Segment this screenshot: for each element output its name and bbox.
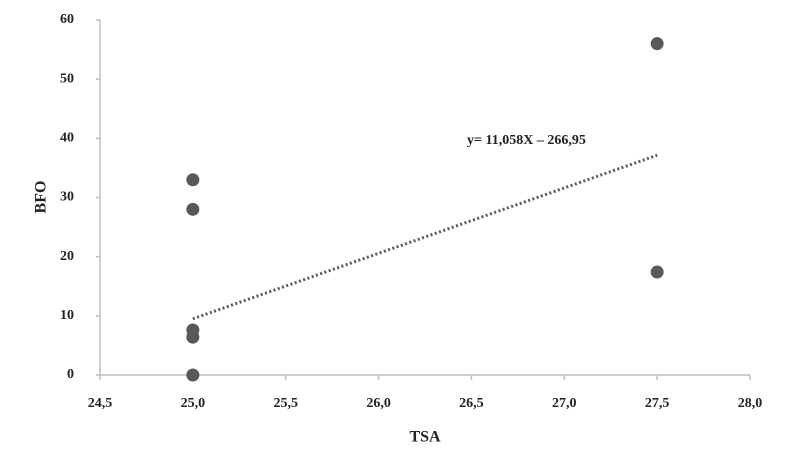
y-tick-label: 20: [60, 249, 74, 264]
x-tick-label: 28,0: [738, 396, 763, 411]
point: [186, 368, 200, 382]
x-tick-label: 25,0: [181, 396, 206, 411]
point: [186, 202, 200, 216]
x-tick-label: 26,0: [366, 396, 391, 411]
x-tick-label: 26,5: [459, 396, 484, 411]
y-axis-title: BFO: [33, 181, 50, 214]
x-tick-label: 25,5: [273, 396, 298, 411]
x-tick-label: 27,5: [645, 396, 670, 411]
point: [186, 330, 200, 344]
y-tick-label: 10: [60, 308, 74, 323]
trendline: [192, 153, 658, 321]
point: [650, 265, 664, 279]
x-axis-title: TSA: [409, 429, 441, 446]
y-tick-label: 50: [60, 71, 74, 86]
x-tick-label: 24,5: [88, 396, 113, 411]
x-tick-label: 27,0: [552, 396, 577, 411]
y-tick-label: 60: [60, 12, 74, 27]
point: [186, 173, 200, 187]
y-tick-label: 0: [67, 367, 74, 382]
y-tick-label: 30: [60, 190, 74, 205]
point: [650, 37, 664, 51]
trendline-label: y= 11,058X – 266,95: [467, 133, 586, 148]
y-tick-label: 40: [60, 131, 74, 146]
